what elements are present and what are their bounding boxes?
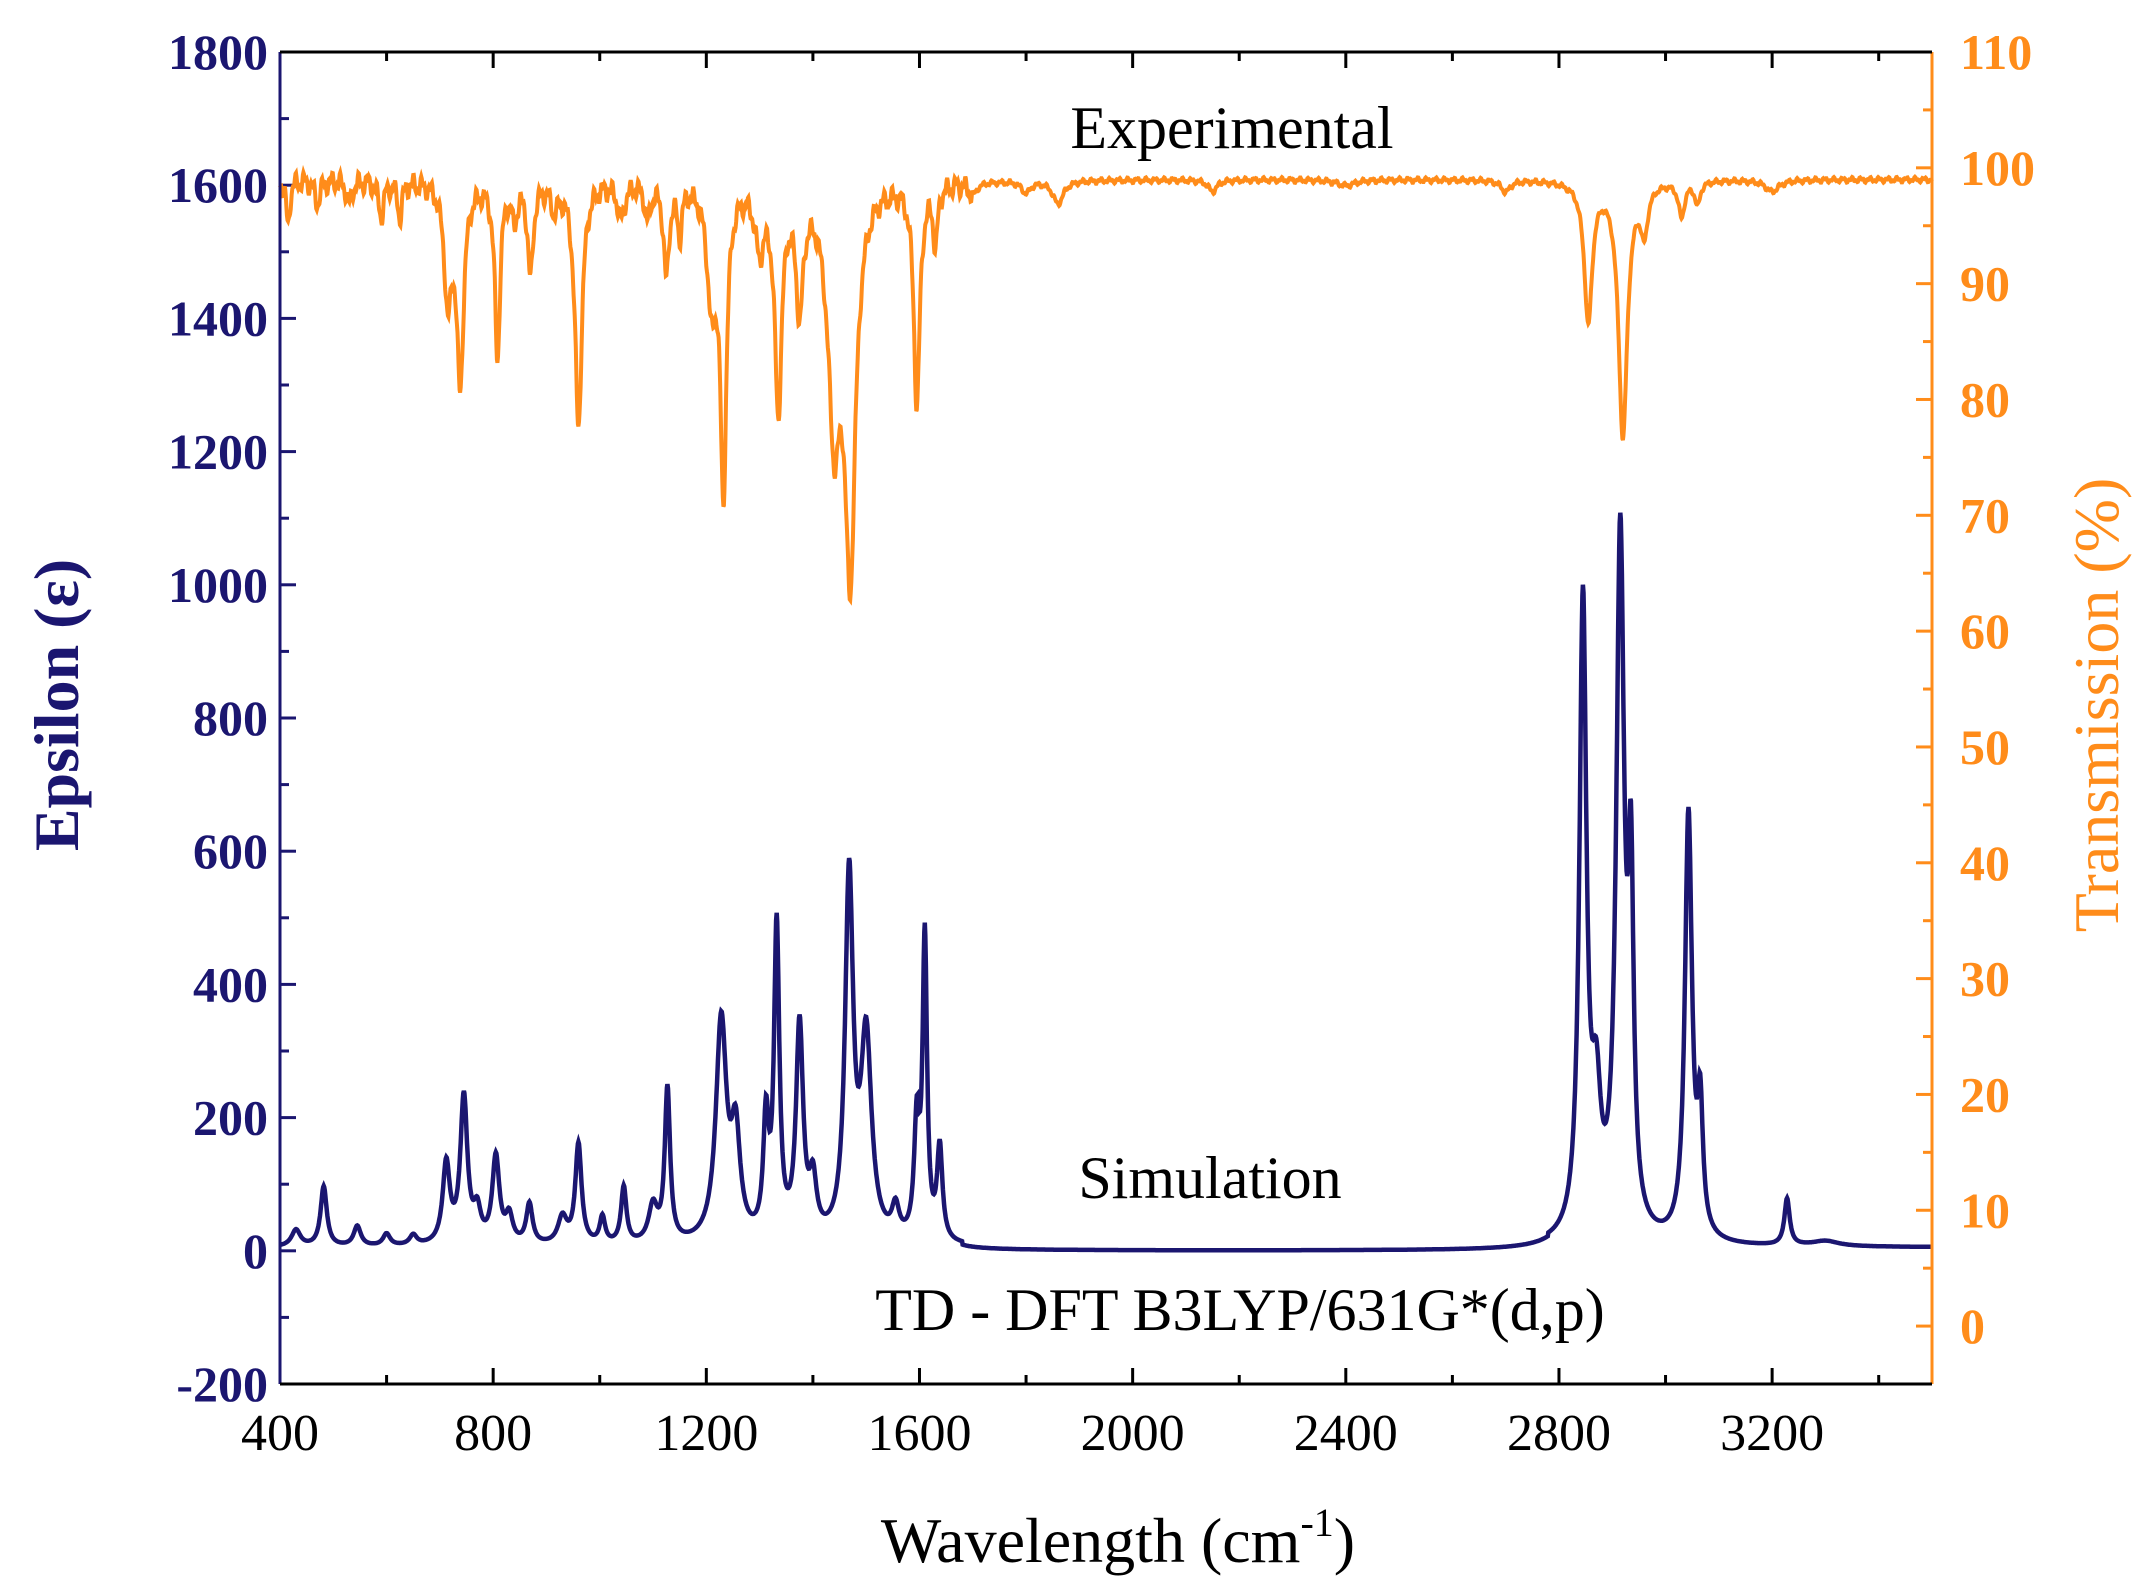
experimental-series-line [278,164,1934,606]
right-tick-label: 70 [1960,487,2010,543]
right-tick-label: 50 [1960,719,2010,775]
right-axis-ticks: 0 10 20 30 40 50 60 70 80 90 100 110 [1916,24,2035,1354]
left-tick-label: 800 [193,690,268,746]
simulation-series-line [279,512,1932,1253]
left-axis-label: Epsilon (ε) [21,559,92,851]
bottom-tick-label: 1200 [654,1405,758,1462]
bottom-tick-label: 2400 [1294,1405,1398,1462]
left-tick-label: 1200 [168,424,268,480]
x-axis-label-superscript: -1 [1300,1500,1333,1545]
bottom-tick-label: 3200 [1720,1405,1824,1462]
experimental-annotation: Experimental [1070,95,1393,161]
right-tick-label: 100 [1960,140,2035,196]
bottom-tick-label: 2000 [1081,1405,1185,1462]
bottom-axis-ticks: 400 800 1200 1600 2000 2400 2800 3200 [241,52,1881,1462]
bottom-tick-label: 2800 [1507,1405,1611,1462]
right-tick-label: 90 [1960,256,2010,312]
bottom-tick-label: 1600 [867,1405,971,1462]
simulation-annotation: Simulation [1078,1145,1341,1211]
left-tick-label: 1800 [168,24,268,80]
left-tick-label: 1000 [168,557,268,613]
right-tick-label: 30 [1960,951,2010,1007]
right-tick-label: 110 [1960,24,2032,80]
right-tick-label: 40 [1960,835,2010,891]
right-axis-label: Transmission (%) [2061,478,2132,933]
left-tick-label: 200 [193,1090,268,1146]
left-tick-label: -200 [176,1356,268,1412]
bottom-tick-label: 800 [454,1405,532,1462]
method-annotation: TD - DFT B3LYP/631G*(d,p) [875,1277,1605,1343]
left-tick-label: 0 [243,1223,268,1279]
left-tick-label: 600 [193,823,268,879]
right-tick-label: 0 [1960,1298,1985,1354]
bottom-tick-label: 400 [241,1405,319,1462]
x-axis-label: Wavelength (cm-1) [881,1500,1355,1576]
left-tick-label: 400 [193,956,268,1012]
right-tick-label: 20 [1960,1066,2010,1122]
right-tick-label: 60 [1960,603,2010,659]
left-tick-label: 1400 [168,290,268,346]
left-axis-ticks: -200 0 200 400 600 800 1000 1200 1400 1600 1800 [168,24,296,1412]
right-tick-label: 10 [1960,1182,2010,1238]
left-tick-label: 1600 [168,157,268,213]
right-tick-label: 80 [1960,371,2010,427]
x-axis-label-base: Wavelength (cm [881,1505,1301,1576]
x-axis-label-close: ) [1334,1505,1355,1576]
